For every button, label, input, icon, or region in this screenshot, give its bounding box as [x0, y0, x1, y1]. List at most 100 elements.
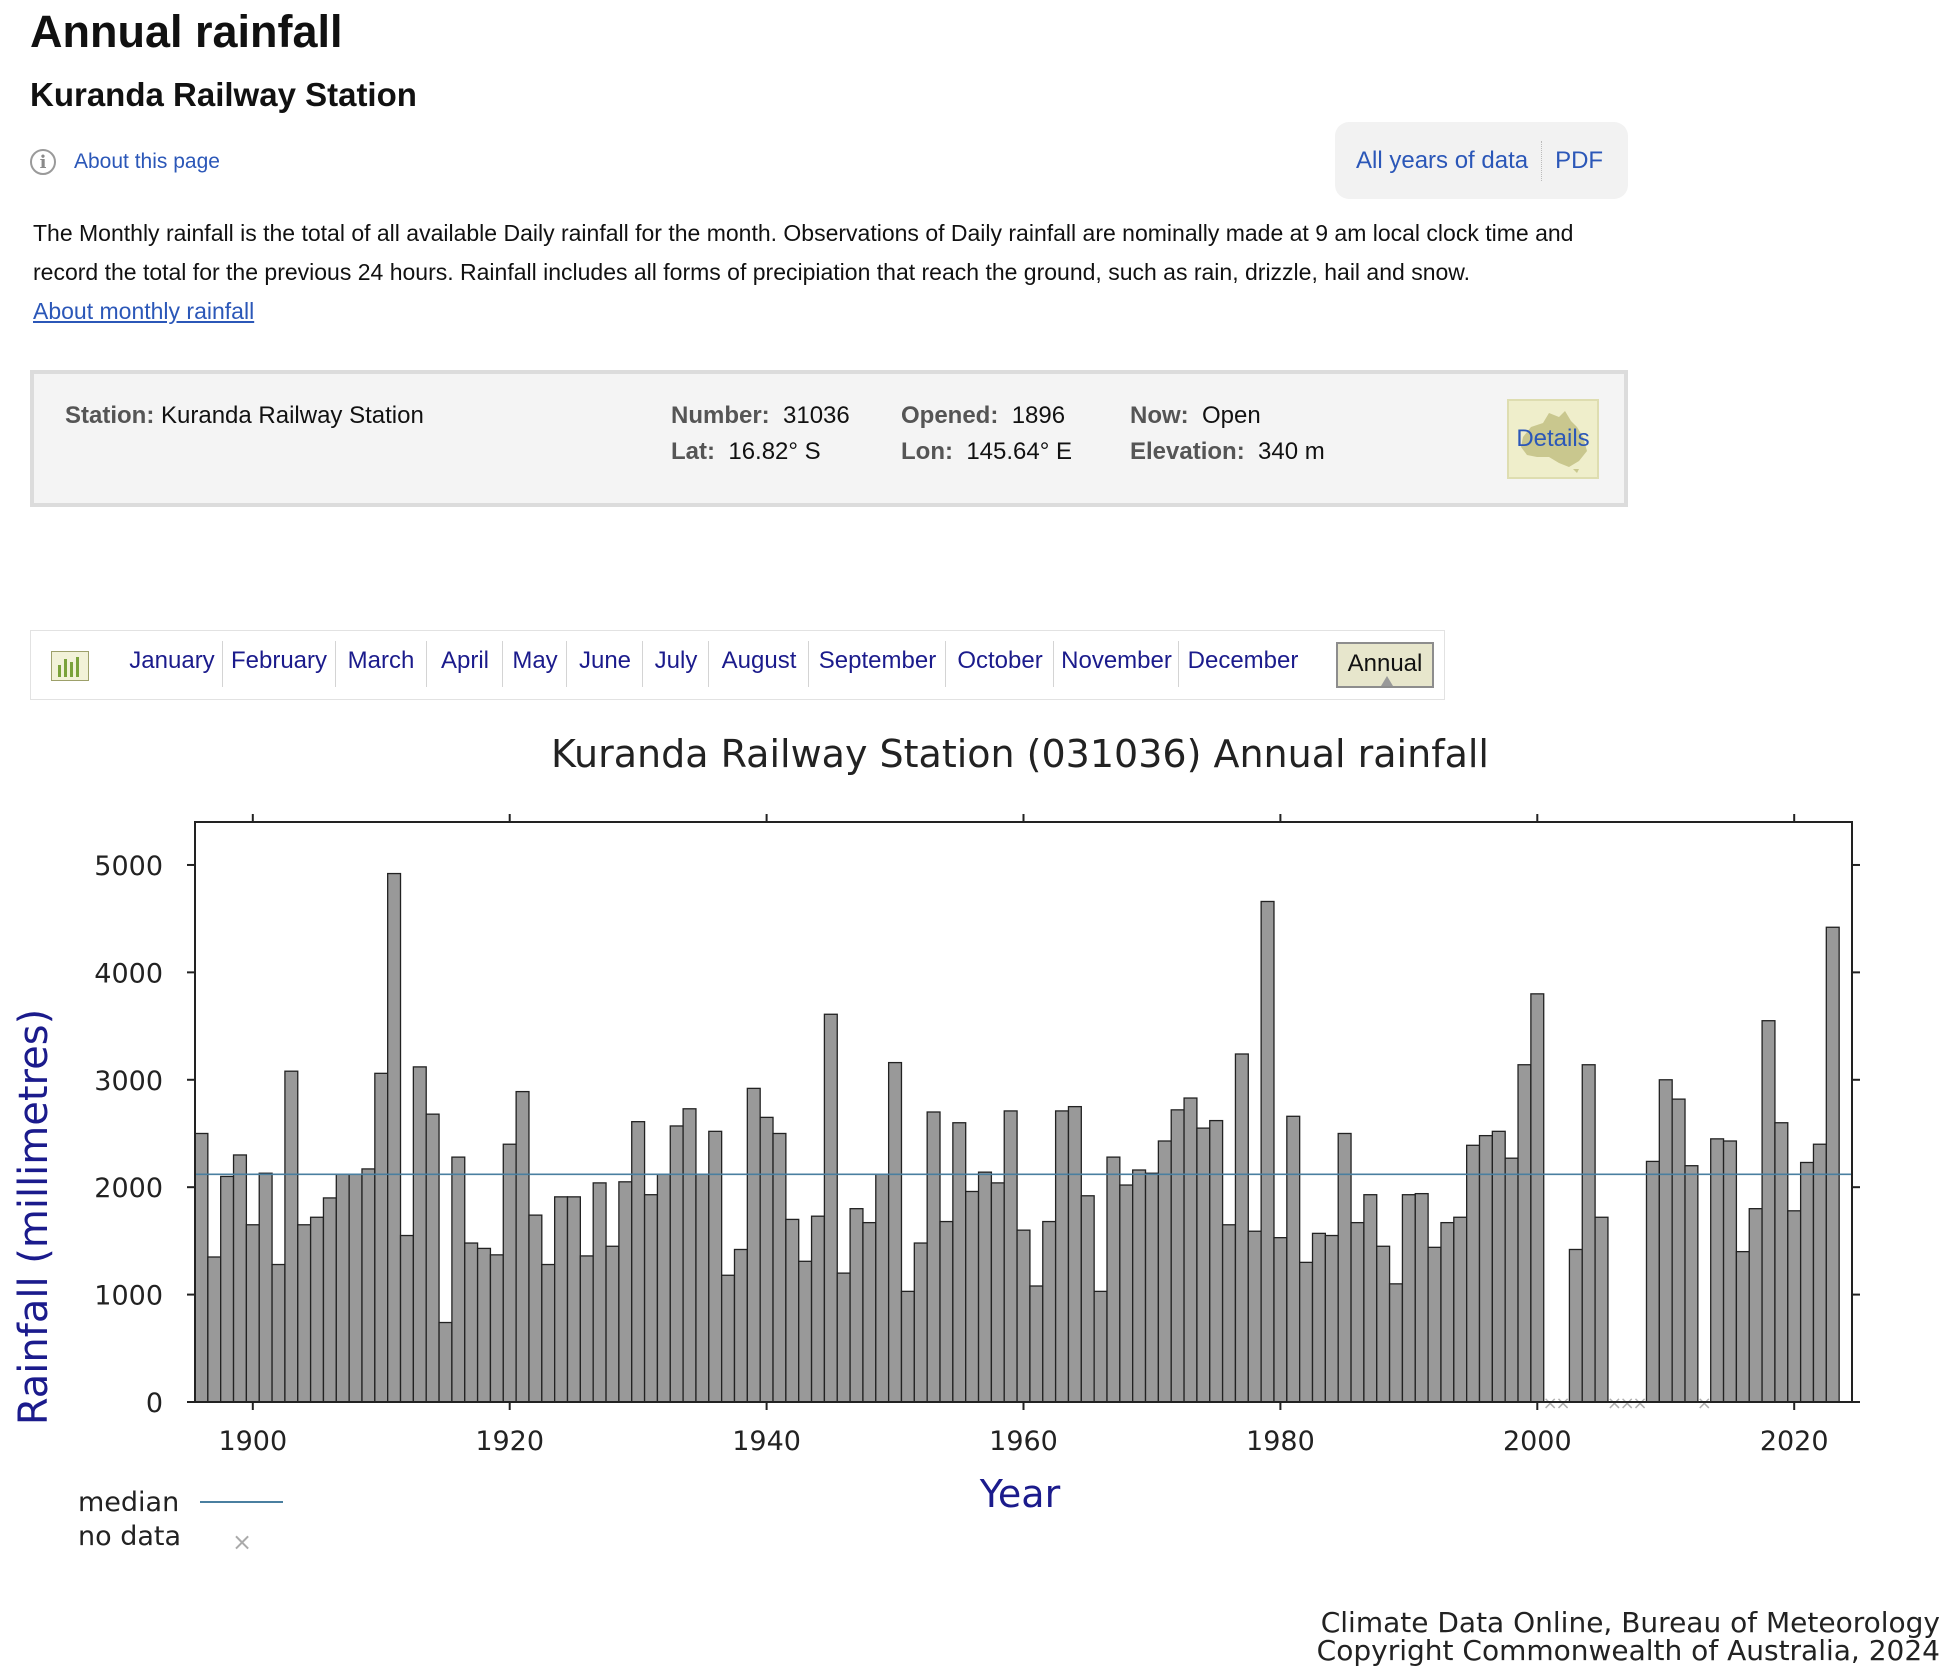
tab-annual[interactable]: Annual	[1336, 642, 1434, 688]
bar-1984	[1324, 1234, 1339, 1403]
x-tick-label-1920: 1920	[475, 1426, 544, 1457]
bar-1935	[695, 1173, 710, 1403]
bar-1971	[1157, 1140, 1172, 1403]
bar-1948	[862, 1221, 877, 1403]
bar-1991	[1414, 1192, 1429, 1403]
tab-august[interactable]: August	[715, 641, 809, 687]
bar-1960	[1016, 1229, 1031, 1403]
page-title: Annual rainfall	[30, 6, 343, 57]
tab-january[interactable]: January	[127, 641, 223, 687]
tab-march[interactable]: March	[341, 641, 427, 687]
all-years-link[interactable]: All years of data	[1356, 146, 1529, 174]
bar-1987	[1363, 1194, 1378, 1403]
number-label: Number:	[671, 402, 770, 429]
bar-1999	[1517, 1064, 1532, 1403]
tab-december[interactable]: December	[1187, 647, 1299, 674]
action-separator	[1541, 140, 1543, 181]
bar-chart-icon[interactable]	[51, 651, 89, 681]
bar-1962	[1042, 1220, 1057, 1403]
tab-october[interactable]: October	[952, 641, 1054, 687]
bar-1993	[1440, 1221, 1455, 1403]
bar-1975	[1209, 1119, 1224, 1403]
details-button[interactable]: Details	[1507, 399, 1599, 479]
station-opened: Opened: 1896	[901, 402, 1065, 430]
tab-november[interactable]: November	[1060, 641, 1179, 687]
bar-1897	[207, 1256, 222, 1403]
bar-2004	[1581, 1064, 1596, 1403]
bar-1953	[926, 1111, 941, 1403]
x-axis-label: Year	[979, 1472, 1061, 1516]
bar-1976	[1221, 1224, 1237, 1403]
y-tick-label-2000: 2000	[94, 1173, 163, 1204]
no-data-2002: ×	[1555, 1393, 1570, 1414]
x-tick-label-1980: 1980	[1246, 1426, 1315, 1457]
bar-1944	[810, 1215, 826, 1403]
tab-september[interactable]: September	[815, 641, 946, 687]
x-tick-label-1940: 1940	[732, 1426, 801, 1457]
station-number: Number: 31036	[671, 402, 850, 430]
bar-1902	[271, 1263, 286, 1403]
bar-1958	[990, 1182, 1005, 1403]
bar-1930	[631, 1121, 646, 1403]
tab-july[interactable]: July	[649, 641, 709, 687]
no-data-2001: ×	[1543, 1393, 1558, 1414]
bar-1963	[1054, 1110, 1070, 1403]
station-lat: Lat: 16.82° S	[671, 438, 821, 466]
lon-value: 145.64° E	[966, 438, 1073, 465]
tab-february[interactable]: February	[228, 641, 336, 687]
bar-1933	[669, 1125, 684, 1403]
bar-1994	[1453, 1216, 1468, 1403]
bar-1910	[374, 1072, 389, 1403]
details-label: Details	[1516, 425, 1590, 452]
bar-1997	[1491, 1130, 1506, 1403]
no-data-2007: ×	[1620, 1393, 1635, 1414]
bar-1970	[1144, 1172, 1160, 1403]
lat-value: 16.82° S	[728, 438, 821, 465]
bar-1979	[1260, 900, 1275, 1403]
bar-2014	[1710, 1138, 1725, 1403]
bar-1914	[425, 1113, 440, 1403]
bar-1974	[1196, 1127, 1211, 1403]
now-label: Now:	[1130, 402, 1189, 429]
bar-1924	[554, 1196, 569, 1403]
info-icon: i	[30, 149, 56, 175]
about-this-page-link[interactable]: About this page	[74, 150, 220, 173]
bar-2016	[1735, 1250, 1750, 1403]
legend-no-data-marker: ×	[232, 1528, 252, 1556]
pdf-link[interactable]: PDF	[1555, 146, 1604, 174]
lon-label: Lon:	[901, 438, 953, 465]
legend-no-data-label: no data	[78, 1521, 181, 1552]
bar-1920	[502, 1143, 517, 1403]
about-monthly-rainfall-link[interactable]: About monthly rainfall	[33, 298, 255, 324]
bar-2018	[1761, 1020, 1776, 1403]
bar-1959	[1003, 1110, 1018, 1403]
bar-1912	[399, 1234, 415, 1403]
station-lon: Lon: 145.64° E	[901, 438, 1072, 466]
bar-2015	[1722, 1140, 1738, 1403]
tab-april[interactable]: April	[433, 641, 503, 687]
station-elevation: Elevation: 340 m	[1130, 438, 1325, 466]
bar-1995	[1466, 1144, 1481, 1403]
y-axis-ticks: 0 1000 2000 3000 4000 5000	[94, 851, 1860, 1419]
station-value: Kuranda Railway Station	[161, 402, 424, 429]
chart-title: Kuranda Railway Station (031036) Annual …	[551, 732, 1489, 776]
tab-may[interactable]: May	[509, 641, 567, 687]
bar-1943	[798, 1260, 813, 1403]
bar-2011	[1671, 1098, 1686, 1403]
bar-1992	[1427, 1246, 1442, 1403]
bar-1964	[1067, 1105, 1082, 1403]
bar-1917	[464, 1242, 479, 1403]
tab-june[interactable]: June	[573, 641, 643, 687]
number-value: 31036	[783, 402, 850, 429]
source-line-2: Copyright Commonwealth of Australia, 202…	[1317, 1634, 1940, 1667]
bar-1969	[1132, 1169, 1147, 1403]
bar-2003	[1568, 1248, 1583, 1403]
bar-1945	[823, 1013, 838, 1403]
bar-1972	[1170, 1109, 1185, 1403]
page-subtitle: Kuranda Railway Station	[30, 76, 417, 113]
elevation-value: 340 m	[1258, 438, 1325, 465]
bar-1909	[361, 1168, 376, 1403]
bars	[194, 872, 1840, 1403]
bar-1936	[708, 1130, 723, 1403]
bar-1932	[656, 1173, 671, 1403]
